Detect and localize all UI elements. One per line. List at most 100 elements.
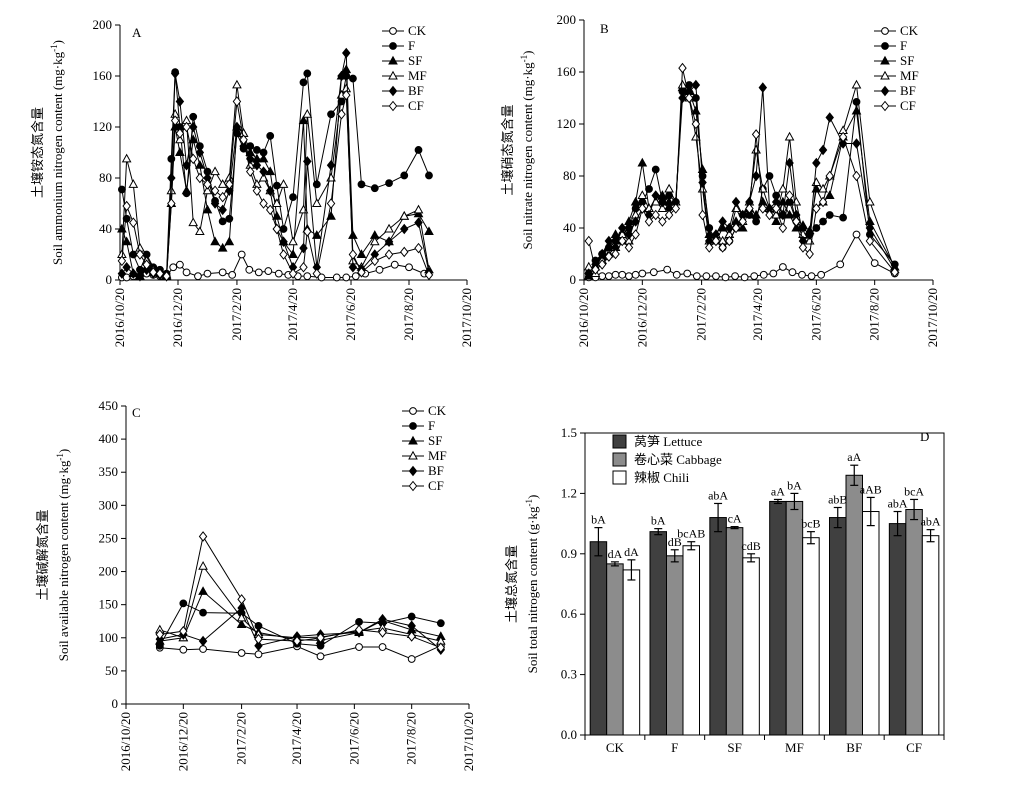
diamond-marker — [175, 128, 185, 139]
diamond-marker — [664, 209, 674, 221]
bar-significance-label: bA — [787, 478, 802, 492]
circle-marker — [225, 214, 234, 223]
bar — [905, 509, 923, 736]
diamond-marker — [865, 235, 875, 247]
circle-marker — [731, 272, 739, 281]
x-tick-label: SF — [727, 740, 741, 755]
diamond-marker — [718, 242, 727, 253]
circle-marker — [351, 272, 360, 281]
triangle-marker — [771, 216, 782, 225]
circle-marker — [237, 250, 246, 259]
bar — [921, 535, 940, 736]
circle-marker — [672, 270, 681, 279]
diamond-marker — [378, 613, 387, 625]
diamond-marker — [188, 153, 198, 165]
triangle-marker — [272, 198, 282, 207]
circle-marker — [436, 619, 445, 628]
diamond-marker — [591, 264, 600, 275]
circle-marker — [342, 273, 351, 282]
x-tick-label: BF — [846, 740, 862, 755]
series-cf — [117, 89, 434, 282]
circle-marker — [182, 268, 191, 277]
triangle-marker — [677, 79, 688, 89]
circle-marker — [702, 272, 711, 281]
triangle-marker — [311, 230, 322, 239]
circle-marker — [409, 407, 417, 415]
y-tick-label: 450 — [99, 398, 119, 413]
diamond-marker — [342, 47, 351, 59]
diamond-marker — [299, 261, 308, 273]
legend-label: F — [900, 38, 907, 53]
circle-marker — [303, 69, 312, 78]
diamond-marker — [354, 624, 364, 636]
diamond-marker — [414, 242, 423, 254]
circle-marker — [129, 250, 138, 259]
legend-label: 莴笋 Lettuce — [634, 434, 702, 449]
diamond-marker — [129, 268, 138, 279]
diamond-marker — [658, 216, 667, 227]
triangle-marker — [751, 144, 761, 154]
bar — [682, 545, 700, 736]
diamond-marker — [259, 198, 268, 209]
panel-a: 0 40 80 120 160 200 2016/10/20 2016/12/20 2017/2… — [30, 17, 474, 347]
y-tick-label: 80 — [563, 168, 576, 183]
circle-marker — [409, 422, 417, 430]
circle-marker — [839, 213, 848, 222]
series-mf — [154, 561, 446, 645]
diamond-marker — [388, 85, 398, 97]
diamond-marker — [408, 465, 418, 477]
diamond-marker — [135, 249, 145, 260]
series-cf — [155, 531, 446, 654]
bar-significance-label: dB — [668, 535, 682, 549]
circle-marker — [604, 272, 613, 281]
triangle-marker — [610, 229, 621, 238]
y-tick-label: 400 — [99, 431, 119, 446]
triangle-marker — [865, 196, 875, 206]
bar-significance-label: cdB — [741, 539, 760, 553]
diamond-marker — [265, 204, 275, 216]
circle-marker — [175, 260, 184, 269]
diamond-marker — [167, 172, 176, 184]
legend-label: SF — [428, 433, 442, 448]
diamond-marker — [765, 209, 774, 221]
legend-swatch — [612, 434, 627, 449]
bar — [725, 527, 744, 736]
diamond-marker — [388, 100, 398, 112]
legend-label: 辣椒 Chili — [634, 470, 690, 485]
bar-significance-label: bcB — [801, 517, 820, 531]
diamond-marker — [246, 166, 255, 177]
y-axis-label-exponent: -1 — [55, 453, 65, 461]
circle-marker — [836, 260, 845, 269]
triangle-marker — [408, 435, 418, 445]
diamond-marker — [252, 159, 262, 171]
diamond-marker — [678, 62, 687, 74]
circle-marker — [254, 650, 263, 659]
y-axis-label-main: Soil ammonium nitrogen content (mg·kg — [50, 51, 65, 265]
circle-marker — [721, 273, 730, 282]
circle-marker — [179, 599, 188, 608]
diamond-marker — [198, 635, 208, 647]
circle-marker — [303, 272, 312, 281]
circle-marker — [618, 270, 627, 279]
circle-marker — [400, 171, 409, 180]
diamond-marker — [188, 121, 198, 133]
bar-significance-label: aAB — [860, 482, 882, 496]
legend-swatch — [612, 470, 627, 485]
circle-marker — [289, 193, 297, 202]
x-tick-label: 2016/10/20 — [112, 288, 127, 347]
y-tick-label: 250 — [99, 530, 119, 545]
circle-marker — [370, 184, 379, 193]
bar-significance-label: abA — [708, 488, 728, 502]
triangle-marker — [236, 619, 247, 629]
triangle-marker — [198, 561, 208, 570]
circle-marker — [118, 185, 126, 194]
diamond-marker — [880, 85, 890, 97]
x-tick-label: 2017/4/20 — [750, 288, 765, 341]
y-tick-label: 150 — [99, 597, 119, 612]
diamond-marker — [584, 268, 594, 279]
diamond-marker — [117, 255, 127, 267]
circle-marker — [274, 269, 283, 278]
y-axis-label-close: ) — [50, 40, 65, 44]
x-tick-label: 2016/12/20 — [175, 712, 190, 771]
